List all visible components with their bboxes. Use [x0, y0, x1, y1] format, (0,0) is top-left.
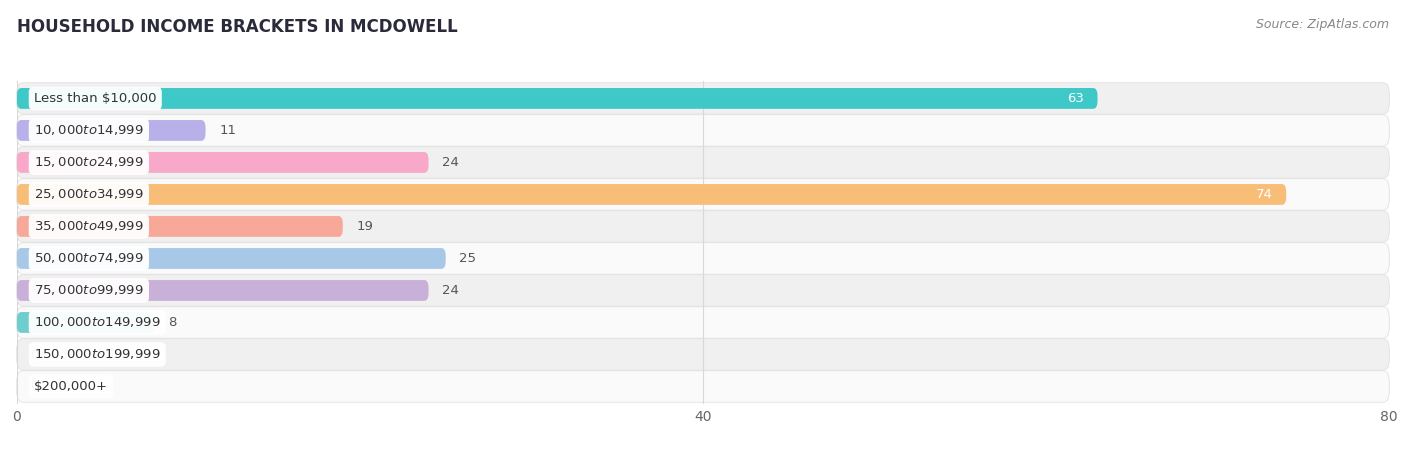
Text: $15,000 to $24,999: $15,000 to $24,999 [34, 155, 143, 169]
FancyBboxPatch shape [17, 179, 1389, 210]
FancyBboxPatch shape [17, 371, 1389, 402]
FancyBboxPatch shape [17, 152, 429, 173]
FancyBboxPatch shape [17, 280, 429, 301]
Text: 8: 8 [167, 316, 176, 329]
FancyBboxPatch shape [17, 243, 1389, 274]
Text: 63: 63 [1067, 92, 1084, 105]
FancyBboxPatch shape [17, 307, 1389, 338]
Text: $100,000 to $149,999: $100,000 to $149,999 [34, 316, 160, 330]
Text: $35,000 to $49,999: $35,000 to $49,999 [34, 220, 143, 233]
Text: $50,000 to $74,999: $50,000 to $74,999 [34, 251, 143, 265]
Text: $75,000 to $99,999: $75,000 to $99,999 [34, 283, 143, 298]
FancyBboxPatch shape [17, 339, 1389, 370]
Text: 0: 0 [31, 380, 39, 393]
Text: 24: 24 [443, 284, 460, 297]
Text: $10,000 to $14,999: $10,000 to $14,999 [34, 123, 143, 137]
FancyBboxPatch shape [17, 184, 1286, 205]
Text: 74: 74 [1256, 188, 1272, 201]
Text: $25,000 to $34,999: $25,000 to $34,999 [34, 187, 143, 202]
Text: HOUSEHOLD INCOME BRACKETS IN MCDOWELL: HOUSEHOLD INCOME BRACKETS IN MCDOWELL [17, 18, 457, 36]
FancyBboxPatch shape [17, 275, 1389, 306]
Text: 11: 11 [219, 124, 236, 137]
FancyBboxPatch shape [17, 216, 343, 237]
FancyBboxPatch shape [17, 211, 1389, 242]
Text: 24: 24 [443, 156, 460, 169]
Text: Less than $10,000: Less than $10,000 [34, 92, 156, 105]
FancyBboxPatch shape [17, 312, 155, 333]
Text: 25: 25 [460, 252, 477, 265]
Text: 19: 19 [357, 220, 374, 233]
FancyBboxPatch shape [17, 83, 1389, 114]
FancyBboxPatch shape [17, 120, 205, 141]
Text: $150,000 to $199,999: $150,000 to $199,999 [34, 348, 160, 361]
FancyBboxPatch shape [17, 147, 1389, 178]
FancyBboxPatch shape [17, 115, 1389, 146]
FancyBboxPatch shape [17, 248, 446, 269]
FancyBboxPatch shape [17, 88, 1098, 109]
Text: $200,000+: $200,000+ [34, 380, 108, 393]
Text: 0: 0 [31, 348, 39, 361]
Text: Source: ZipAtlas.com: Source: ZipAtlas.com [1256, 18, 1389, 31]
